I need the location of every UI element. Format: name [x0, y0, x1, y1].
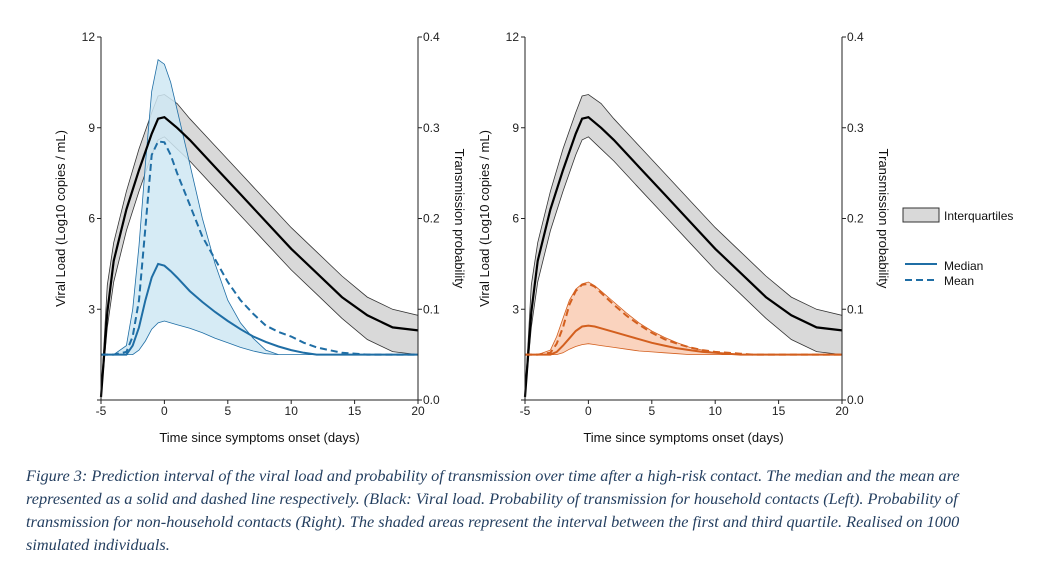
figure-caption: Figure 3: Prediction interval of the vir… [26, 466, 960, 554]
y2-tick-label: 0.0 [847, 393, 864, 407]
y2-tick-label: 0.1 [847, 302, 864, 316]
y-axis-title: Viral Load (Log10 copies / mL) [477, 130, 492, 307]
left-panel: -5 0 5 10 15 20 3 6 9 12 0.0 0.1 0.2 0.3 0.4 Time since… [53, 30, 467, 445]
legend-interquartiles-swatch [902, 207, 940, 223]
legend-interquartiles-label: Interquartiles [944, 209, 1013, 223]
y-tick-label: 3 [512, 302, 519, 316]
x-tick-label: 15 [348, 404, 362, 418]
y2-tick-label: 0.3 [423, 121, 440, 135]
x-tick-label: 10 [285, 404, 299, 418]
y-tick-label: 9 [512, 121, 519, 135]
y-tick-label: 12 [82, 30, 96, 44]
y-tick-label: 3 [88, 302, 95, 316]
transmission-interquartile-band [525, 281, 842, 355]
x-tick-label: 0 [585, 404, 592, 418]
y2-tick-label: 0.3 [847, 121, 864, 135]
transmission-mean-line [101, 140, 418, 356]
x-tick-label: -5 [520, 404, 531, 418]
y-tick-label: 12 [506, 30, 520, 44]
x-axis-title: Time since symptoms onset (days) [583, 430, 783, 445]
y2-tick-label: 0.4 [847, 30, 864, 44]
y2-axis-title: Transmission probability [876, 149, 891, 289]
y2-axis-title: Transmission probability [452, 149, 467, 289]
legend-median-label: Median [944, 259, 983, 273]
y-axis-title: Viral Load (Log10 copies / mL) [53, 130, 68, 307]
y2-tick-label: 0.1 [423, 302, 440, 316]
x-tick-label: 15 [772, 404, 786, 418]
right-panel: -5 0 5 10 15 20 3 6 9 12 0.0 0.1 0.2 0.3 0.4 Time since… [477, 30, 891, 445]
x-tick-label: 20 [835, 404, 849, 418]
figure: -5 0 5 10 15 20 3 6 9 12 0.0 0.1 0.2 0.3 0.4 Time since… [53, 30, 1013, 445]
x-axis-title: Time since symptoms onset (days) [159, 430, 359, 445]
y2-tick-label: 0.4 [423, 30, 440, 44]
x-tick-label: 5 [648, 404, 655, 418]
x-tick-label: 5 [224, 404, 231, 418]
y2-tick-label: 0.2 [423, 212, 440, 226]
transmission-median-line [525, 324, 842, 356]
y-tick-label: 9 [88, 121, 95, 135]
y-tick-label: 6 [88, 212, 95, 226]
viral-load-median-line [99, 116, 419, 398]
x-tick-label: 10 [709, 404, 723, 418]
y2-tick-label: 0.2 [847, 212, 864, 226]
y2-tick-label: 0.0 [423, 393, 440, 407]
x-tick-label: 20 [411, 404, 425, 418]
legend-mean-label: Mean [944, 274, 974, 288]
x-tick-label: 0 [161, 404, 168, 418]
y-tick-label: 6 [512, 212, 519, 226]
transmission-median-line [101, 262, 418, 356]
legend: Interquartiles Median Mean [902, 207, 1013, 288]
viral-load-median-line [523, 116, 843, 398]
x-tick-label: -5 [96, 404, 107, 418]
